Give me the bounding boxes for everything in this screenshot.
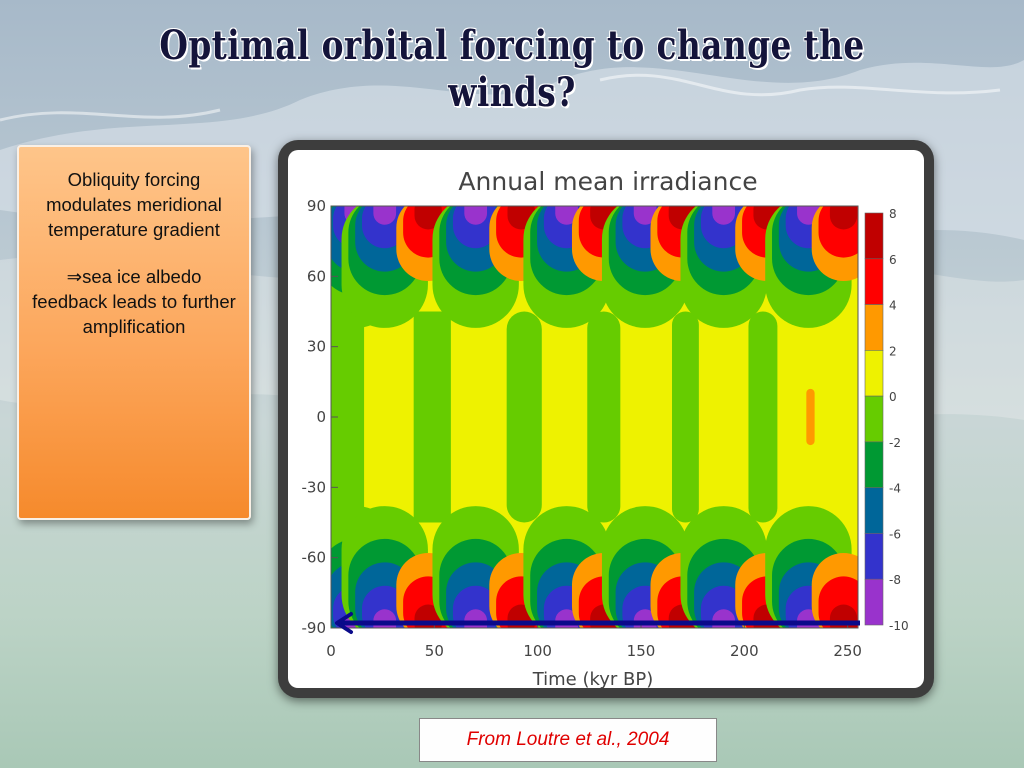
x-tick-label: 150 <box>627 642 656 660</box>
colorbar-level-label: 6 <box>889 253 897 267</box>
y-tick-label: 30 <box>307 338 326 356</box>
x-tick-label: 200 <box>730 642 759 660</box>
x-axis-label: Time (kyr BP) <box>532 669 654 688</box>
equatorial-band <box>748 311 778 523</box>
polar-minimum-lobe <box>373 206 397 225</box>
equatorial-band <box>413 311 451 523</box>
colorbar-level-label: -10 <box>889 619 909 633</box>
chart-title: Annual mean irradiance <box>458 167 757 196</box>
note-albedo-text: ⇒sea ice albedo feedback leads to furthe… <box>32 266 236 337</box>
colorbar-level-label: -6 <box>889 527 901 541</box>
colorbar-level-label: 4 <box>889 299 897 313</box>
colorbar-level-label: 2 <box>889 344 897 358</box>
chart-panel: Annual mean irradiance 0 50 100 150 200 250 90… <box>288 150 924 688</box>
polar-minimum-lobe <box>555 206 578 225</box>
equatorial-band <box>587 311 621 523</box>
equatorial-band <box>806 388 815 446</box>
colorbar-swatch <box>864 304 884 351</box>
colorbar-level-label: -4 <box>889 482 901 496</box>
x-tick-label: 100 <box>523 642 552 660</box>
x-tick-label: 250 <box>833 642 862 660</box>
polar-minimum-lobe <box>362 206 408 249</box>
slide-title: Optimal orbital forcing to change the wi… <box>159 22 865 116</box>
colorbar-swatch <box>864 258 884 305</box>
polar-minimum-lobe <box>452 206 499 249</box>
polar-minimum-lobe <box>700 585 747 628</box>
y-tick-label: 90 <box>307 197 326 215</box>
polar-minimum-lobe <box>700 206 747 249</box>
y-tick-label: -60 <box>302 549 327 567</box>
colorbar-swatch <box>864 487 884 534</box>
colorbar-level-label: 0 <box>889 390 897 404</box>
colorbar-swatch <box>864 578 884 626</box>
irradiance-heatmap-chart: Annual mean irradiance 0 50 100 150 200 25090… <box>302 167 909 688</box>
polar-maximum-lobe <box>829 206 858 230</box>
colorbar-swatch <box>864 395 884 443</box>
y-tick-label: 60 <box>307 267 326 285</box>
colorbar-swatch <box>864 212 884 260</box>
x-tick-label: 0 <box>326 642 336 660</box>
citation-text: From Loutre et al., 2004 <box>466 729 670 750</box>
y-tick-label: -30 <box>302 478 327 496</box>
polar-maximum-lobe <box>414 206 442 230</box>
colorbar-level-label: 8 <box>889 207 897 221</box>
polar-minimum-lobe <box>712 206 736 225</box>
equatorial-band <box>506 311 542 523</box>
note-obliquity-text: Obliquity forcing modulates meridional t… <box>46 169 222 240</box>
colorbar-swatch <box>864 533 884 580</box>
chart-frame: Annual mean irradiance 0 50 100 150 200 250 90… <box>278 140 934 698</box>
x-tick-label: 50 <box>425 642 444 660</box>
equatorial-band <box>672 311 699 523</box>
colorbar-level-label: -2 <box>889 436 901 450</box>
colorbar-level-label: -8 <box>889 573 901 587</box>
polar-minimum-lobe <box>452 585 499 628</box>
annotation-arrow-head <box>335 612 353 634</box>
colorbar-swatch <box>864 350 884 397</box>
polar-minimum-lobe <box>633 206 657 225</box>
citation-box: From Loutre et al., 2004 <box>419 718 717 762</box>
colorbar-swatch <box>864 441 884 488</box>
explanation-box: Obliquity forcing modulates meridional t… <box>17 145 251 520</box>
polar-minimum-lobe <box>362 585 408 628</box>
y-tick-label: 0 <box>316 408 326 426</box>
polar-minimum-lobe <box>464 206 488 225</box>
y-tick-label: -90 <box>302 619 327 637</box>
